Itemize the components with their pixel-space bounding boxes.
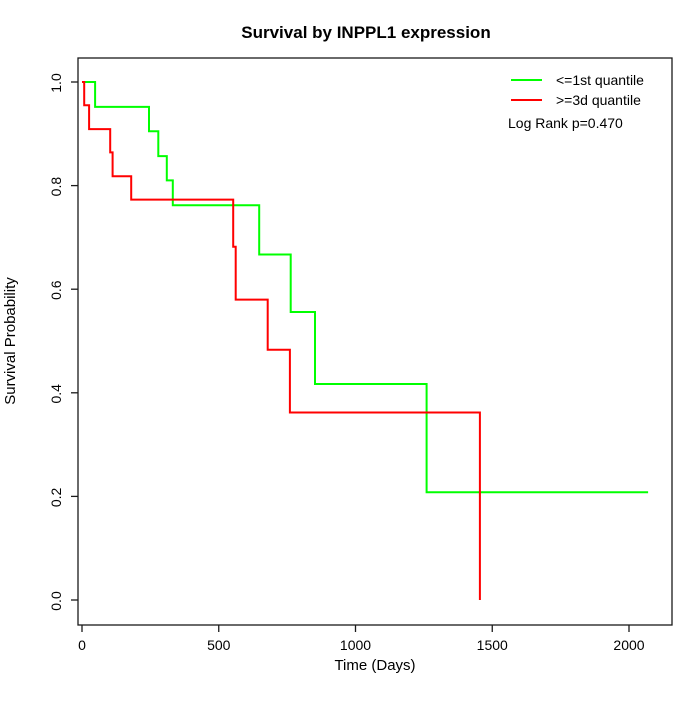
survival-curves — [82, 81, 649, 600]
y-tick-label: 0.0 — [48, 591, 64, 611]
curve-low-expression — [82, 81, 649, 494]
x-tick-label: 0 — [78, 637, 86, 653]
x-tick-label: 500 — [207, 637, 231, 653]
plot-box — [77, 57, 673, 626]
y-tick-label: 1.0 — [48, 73, 64, 93]
curve-high-expression — [82, 81, 481, 600]
x-axis-ticks: 0 500 1000 1500 2000 — [78, 625, 645, 653]
y-tick-label: 0.2 — [48, 487, 64, 507]
x-tick-label: 2000 — [613, 637, 644, 653]
legend-entry-label: >=3d quantile — [556, 92, 641, 108]
chart-title: Survival by INPPL1 expression — [241, 23, 490, 42]
y-axis-label: Survival Probability — [2, 277, 19, 405]
x-tick-label: 1000 — [340, 637, 371, 653]
y-axis-ticks: 0.0 0.2 0.4 0.6 0.8 1.0 — [48, 73, 78, 611]
y-tick-label: 0.6 — [48, 280, 64, 300]
y-tick-label: 0.4 — [48, 384, 64, 404]
y-tick-label: 0.8 — [48, 177, 64, 197]
x-tick-label: 1500 — [477, 637, 508, 653]
legend-entry-label: <=1st quantile — [556, 72, 644, 88]
log-rank-annotation: Log Rank p=0.470 — [508, 115, 623, 131]
legend: <=1st quantile >=3d quantile — [511, 72, 644, 108]
x-axis-label: Time (Days) — [334, 657, 415, 674]
